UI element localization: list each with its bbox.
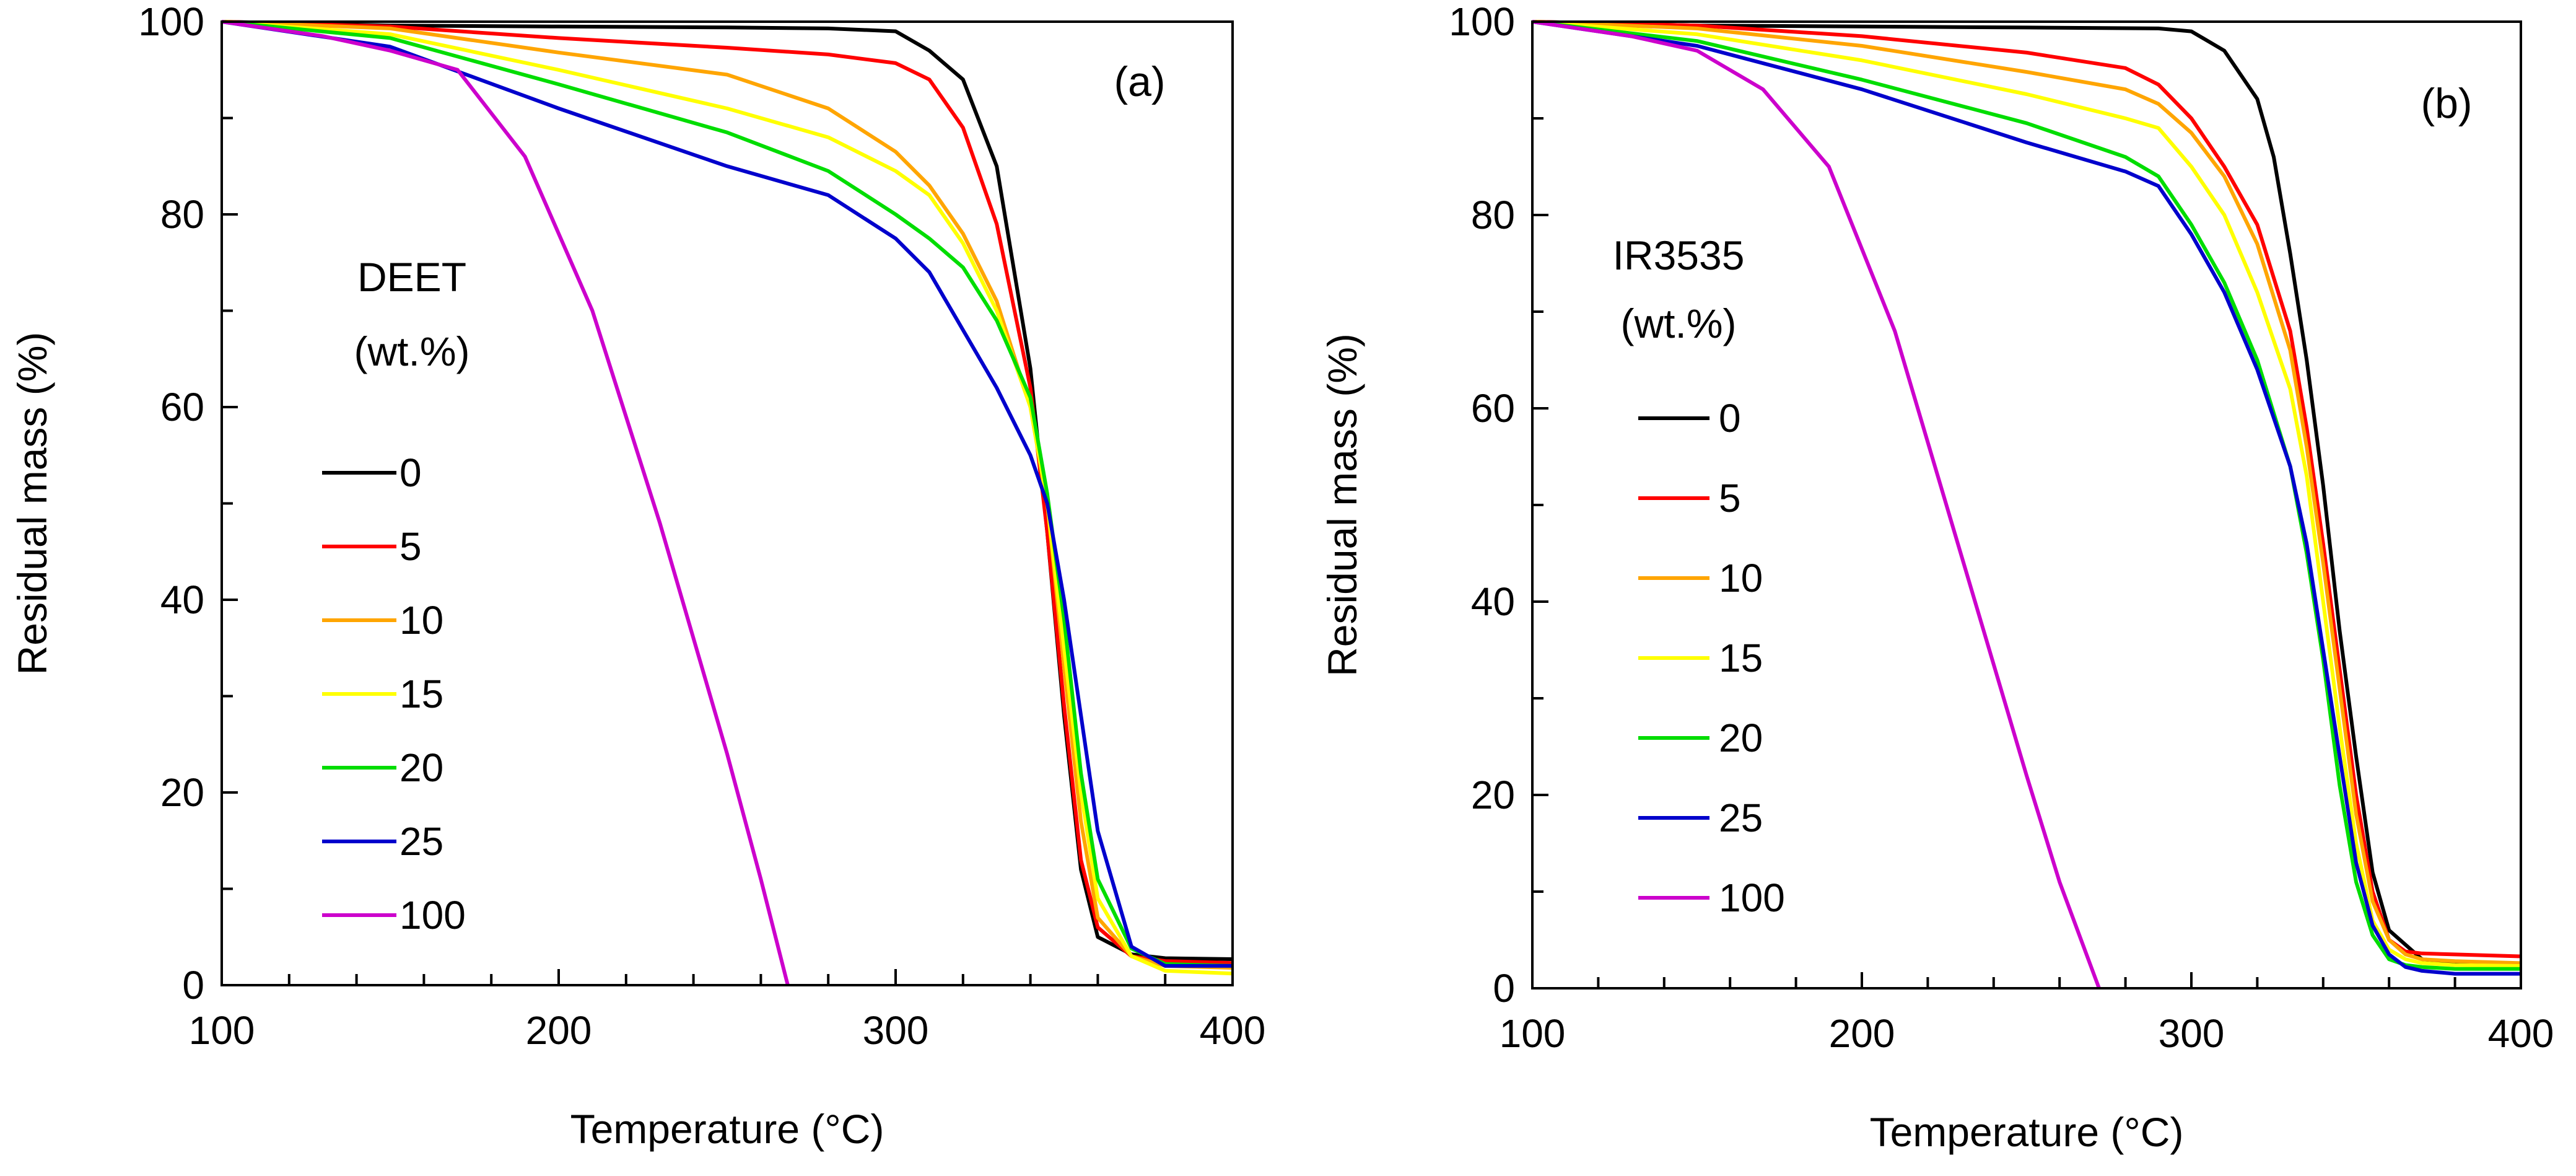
y-tick-label: 20 <box>160 770 204 815</box>
legend-label-100: 100 <box>1719 875 1785 920</box>
x-axis-title: Temperature (°C) <box>570 1106 884 1152</box>
x-tick-label: 200 <box>1829 1011 1895 1056</box>
y-tick-label: 0 <box>182 963 204 1007</box>
panel-label: (b) <box>2421 80 2472 127</box>
y-tick-label: 80 <box>1471 193 1515 237</box>
legend-title-line: DEET <box>357 254 466 300</box>
y-tick-label: 100 <box>138 0 204 44</box>
x-tick-label: 300 <box>863 1008 929 1053</box>
series-line-0 <box>221 20 1233 961</box>
x-tick-label: 300 <box>2159 1011 2225 1056</box>
series-line-10 <box>221 20 1233 970</box>
legend-label-0: 0 <box>399 450 422 495</box>
legend-label-10: 10 <box>1719 556 1763 600</box>
legend-label-10: 10 <box>399 598 443 643</box>
series-line-20 <box>1532 20 2521 971</box>
y-tick-label: 0 <box>1493 966 1515 1011</box>
y-axis-title: Residual mass (%) <box>1319 333 1365 677</box>
series-line-15 <box>1532 20 2521 968</box>
x-axis-title: Temperature (°C) <box>1870 1109 2184 1155</box>
y-tick-label: 100 <box>1449 0 1515 44</box>
legend-label-5: 5 <box>1719 476 1741 520</box>
series-line-20 <box>221 20 1233 968</box>
legend-label-20: 20 <box>399 745 443 790</box>
legend-label-0: 0 <box>1719 396 1741 441</box>
legend-label-5: 5 <box>399 524 422 569</box>
y-tick-label: 60 <box>1471 386 1515 431</box>
y-tick-label: 40 <box>160 577 204 622</box>
legend-title-line: IR3535 <box>1613 232 1745 278</box>
y-tick-label: 80 <box>160 192 204 237</box>
y-axis-title: Residual mass (%) <box>9 332 55 675</box>
y-tick-label: 20 <box>1471 773 1515 817</box>
series-line-0 <box>1532 20 2521 966</box>
legend-label-25: 25 <box>1719 796 1763 840</box>
series-line-10 <box>1532 20 2521 965</box>
legend-label-100: 100 <box>399 893 466 937</box>
series-line-25 <box>221 20 1233 968</box>
legend-title-line: (wt.%) <box>1621 301 1737 346</box>
panel-label: (a) <box>1114 58 1165 105</box>
series-line-5 <box>221 20 1233 965</box>
legend-title-line: (wt.%) <box>354 328 470 374</box>
x-tick-label: 400 <box>2488 1011 2554 1056</box>
legend-label-15: 15 <box>1719 636 1763 680</box>
y-tick-label: 40 <box>1471 579 1515 624</box>
legend-label-20: 20 <box>1719 716 1763 760</box>
legend-label-15: 15 <box>399 672 443 716</box>
series-line-100 <box>221 20 790 986</box>
series-line-25 <box>1532 20 2521 976</box>
y-tick-label: 60 <box>160 385 204 429</box>
plot-frame <box>1531 20 2522 990</box>
x-tick-label: 100 <box>1500 1011 1566 1056</box>
x-tick-label: 400 <box>1200 1008 1266 1053</box>
legend-label-25: 25 <box>399 819 443 864</box>
x-tick-label: 200 <box>526 1008 592 1053</box>
series-line-15 <box>221 20 1233 976</box>
series-line-100 <box>1532 20 2101 990</box>
x-tick-label: 100 <box>189 1008 255 1053</box>
